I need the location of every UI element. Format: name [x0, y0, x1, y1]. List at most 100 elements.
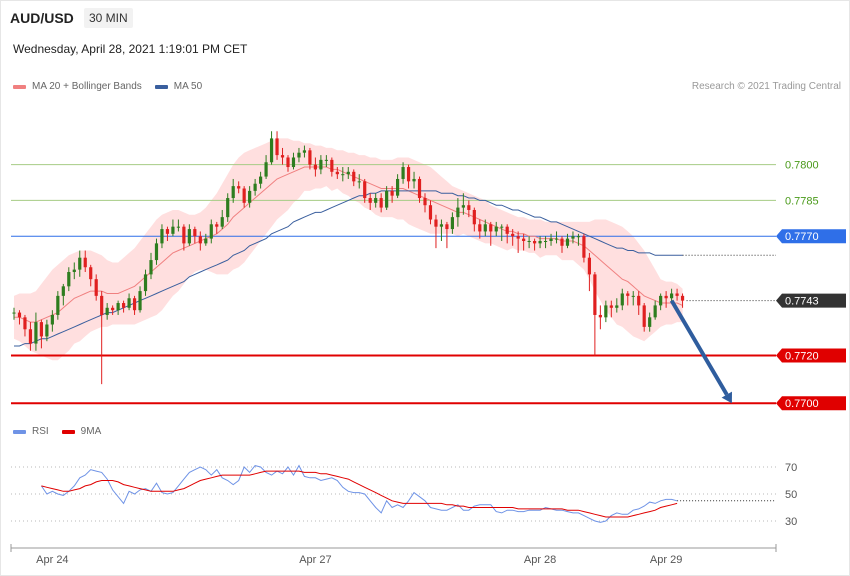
candle-body — [385, 190, 389, 208]
candle-body — [269, 138, 274, 163]
rsi-ma-legend-label: 9MA — [80, 426, 102, 437]
candle-body — [417, 178, 422, 199]
candle-body — [324, 159, 328, 161]
candle-body — [500, 226, 504, 228]
candle-body — [560, 238, 564, 246]
candle-body — [680, 295, 685, 301]
level-label-0.7720: 0.7720 — [785, 351, 819, 363]
ma50-legend-swatch — [154, 84, 168, 89]
timeframe-badge[interactable]: 30 MIN — [84, 8, 133, 28]
candle-body — [467, 205, 471, 210]
candle-body — [45, 324, 49, 337]
candle-body — [664, 295, 668, 299]
candle-body — [116, 303, 120, 311]
candle-body — [122, 303, 126, 308]
level-label-0.7770: 0.7770 — [785, 231, 819, 243]
candle-body — [450, 217, 454, 230]
x-tick-label: Apr 24 — [36, 554, 68, 566]
candle-body — [94, 279, 98, 296]
level-tag-0.7720 — [776, 348, 846, 363]
candle-body — [78, 257, 82, 270]
candle-body — [396, 178, 400, 196]
candle-body — [127, 298, 131, 308]
candle-body — [34, 322, 38, 344]
ma50-legend-label: MA 50 — [173, 81, 203, 92]
level-tag-0.7770 — [776, 229, 846, 244]
rsi-legend-label: RSI — [32, 426, 49, 437]
candle-body — [511, 233, 515, 237]
rsi-line — [40, 464, 678, 523]
candle-body — [187, 229, 191, 244]
candle-body — [220, 217, 224, 227]
rsi-legend: RSI 9MA — [13, 426, 101, 437]
candle-body — [483, 224, 487, 232]
candle-body — [132, 298, 137, 311]
ma20-legend-label: MA 20 + Bollinger Bands — [32, 81, 142, 92]
candle-body — [434, 219, 438, 227]
candle-body — [280, 155, 285, 158]
candle-body — [659, 295, 663, 306]
candle-body — [604, 305, 608, 318]
candle-body — [472, 209, 476, 225]
candle-body — [198, 236, 202, 244]
candle-body — [565, 238, 570, 246]
candle-body — [330, 159, 334, 172]
candle-body — [308, 150, 312, 165]
candle-body — [423, 198, 427, 206]
candle-body — [549, 238, 553, 241]
x-tick-label: Apr 27 — [299, 554, 331, 566]
candle-body — [609, 305, 613, 308]
x-tick-label: Apr 28 — [524, 554, 556, 566]
candle-body — [582, 236, 586, 258]
candle-body — [637, 295, 641, 306]
x-tick-label: Apr 29 — [650, 554, 682, 566]
candle-body — [642, 305, 646, 327]
candle-body — [176, 226, 180, 228]
candle-body — [341, 174, 345, 176]
candle-body — [406, 167, 411, 182]
candle-body — [154, 243, 159, 261]
candle-body — [72, 269, 76, 273]
rsi-ma-line — [41, 470, 678, 518]
symbol-title: AUD/USD — [10, 10, 74, 26]
candle-body — [494, 226, 498, 232]
candle-body — [105, 307, 109, 315]
candle-body — [620, 293, 624, 306]
forecast-arrow-shaft — [669, 299, 729, 396]
candle-body — [363, 181, 367, 199]
candle-body — [653, 305, 657, 318]
rsi-tick-50: 50 — [785, 489, 797, 501]
candle-body — [598, 314, 602, 318]
candle-body — [374, 198, 378, 203]
candle-body — [319, 159, 323, 170]
candle-body — [138, 291, 142, 311]
candle-body — [456, 207, 460, 218]
candle-body — [313, 164, 317, 170]
candle-body — [390, 190, 394, 196]
candle-body — [461, 205, 465, 208]
candle-body — [478, 224, 482, 232]
candle-body — [143, 274, 148, 292]
candle-body — [368, 198, 372, 203]
candle-body — [165, 229, 170, 234]
candle-body — [67, 272, 71, 287]
candle-body — [335, 171, 339, 175]
candle-body — [56, 295, 60, 315]
level-tag-0.7743 — [776, 293, 846, 308]
rsi-legend-swatch — [13, 429, 26, 434]
candle-body — [242, 188, 246, 203]
candle-body — [445, 224, 449, 230]
candle-body — [576, 236, 581, 238]
candle-body — [83, 257, 87, 268]
candle-body — [428, 205, 433, 220]
candle-body — [533, 240, 537, 244]
candle-body — [522, 238, 526, 241]
forecast-arrow-head — [721, 391, 732, 404]
candle-body — [23, 317, 27, 330]
candle-body — [50, 314, 54, 325]
candle-body — [39, 322, 43, 337]
candle-body — [149, 260, 153, 275]
candle-body — [275, 138, 279, 156]
candle-body — [401, 167, 405, 179]
